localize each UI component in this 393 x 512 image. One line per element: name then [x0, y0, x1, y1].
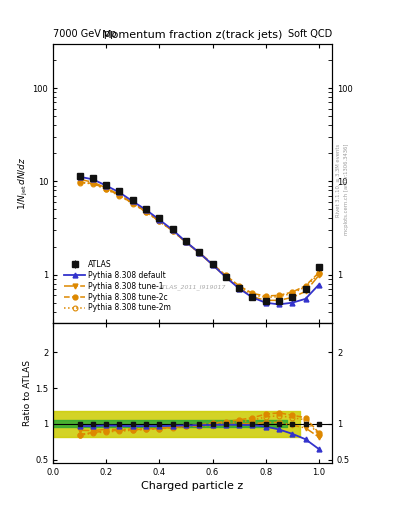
- X-axis label: Charged particle z: Charged particle z: [141, 481, 244, 492]
- Pythia 8.308 tune-2m: [290, 290, 295, 296]
- Pythia 8.308 tune-2c: [210, 261, 215, 267]
- Pythia 8.308 tune-1: [303, 288, 308, 294]
- Pythia 8.308 tune-2m: [250, 292, 255, 298]
- Pythia 8.308 tune-1: [130, 200, 135, 206]
- Pythia 8.308 tune-1: [224, 274, 228, 280]
- Pythia 8.308 default: [290, 300, 295, 306]
- Pythia 8.308 tune-1: [77, 176, 82, 182]
- Pythia 8.308 tune-2m: [130, 201, 135, 207]
- Line: Pythia 8.308 default: Pythia 8.308 default: [77, 174, 321, 307]
- Pythia 8.308 tune-2m: [144, 209, 149, 215]
- Pythia 8.308 tune-2c: [104, 186, 108, 192]
- Title: Momentum fraction z(track jets): Momentum fraction z(track jets): [103, 30, 283, 40]
- Pythia 8.308 tune-2m: [316, 271, 321, 277]
- Pythia 8.308 default: [237, 285, 241, 291]
- Pythia 8.308 tune-2c: [144, 209, 149, 215]
- Text: 7000 GeV pp: 7000 GeV pp: [53, 29, 117, 39]
- Line: Pythia 8.308 tune-1: Pythia 8.308 tune-1: [77, 177, 321, 303]
- Pythia 8.308 tune-2m: [277, 293, 281, 300]
- Pythia 8.308 tune-2m: [90, 181, 95, 187]
- Line: Pythia 8.308 tune-2m: Pythia 8.308 tune-2m: [77, 180, 321, 300]
- Pythia 8.308 tune-1: [237, 285, 241, 291]
- Legend: ATLAS, Pythia 8.308 default, Pythia 8.308 tune-1, Pythia 8.308 tune-2c, Pythia 8: ATLAS, Pythia 8.308 default, Pythia 8.30…: [62, 258, 173, 314]
- Pythia 8.308 tune-2c: [237, 283, 241, 289]
- Pythia 8.308 tune-2m: [210, 261, 215, 267]
- Pythia 8.308 tune-2c: [157, 218, 162, 224]
- Pythia 8.308 default: [197, 249, 202, 255]
- Pythia 8.308 tune-2c: [90, 180, 95, 186]
- Pythia 8.308 tune-2c: [197, 249, 202, 255]
- Pythia 8.308 tune-2c: [277, 292, 281, 298]
- Pythia 8.308 tune-1: [197, 250, 202, 256]
- Pythia 8.308 default: [144, 207, 149, 213]
- Pythia 8.308 tune-2c: [77, 179, 82, 185]
- Pythia 8.308 tune-2m: [224, 273, 228, 280]
- Pythia 8.308 tune-2c: [316, 270, 321, 276]
- Pythia 8.308 default: [303, 296, 308, 302]
- Pythia 8.308 tune-2m: [237, 284, 241, 290]
- Pythia 8.308 tune-2m: [303, 284, 308, 290]
- Pythia 8.308 tune-1: [157, 218, 162, 224]
- Pythia 8.308 default: [263, 300, 268, 306]
- Pythia 8.308 default: [157, 217, 162, 223]
- Pythia 8.308 tune-2c: [224, 272, 228, 279]
- Pythia 8.308 tune-2c: [250, 290, 255, 296]
- Pythia 8.308 tune-1: [277, 297, 281, 304]
- Pythia 8.308 default: [224, 274, 228, 280]
- Pythia 8.308 tune-1: [90, 179, 95, 185]
- Pythia 8.308 default: [316, 282, 321, 288]
- Pythia 8.308 default: [130, 198, 135, 204]
- Pythia 8.308 tune-2c: [263, 293, 268, 299]
- Pythia 8.308 tune-2m: [263, 294, 268, 301]
- Text: Soft QCD: Soft QCD: [288, 29, 332, 39]
- Pythia 8.308 tune-2m: [184, 239, 188, 245]
- Pythia 8.308 tune-1: [170, 228, 175, 234]
- Pythia 8.308 tune-2c: [290, 289, 295, 295]
- Pythia 8.308 default: [90, 176, 95, 182]
- Pythia 8.308 default: [117, 189, 122, 196]
- Pythia 8.308 tune-1: [144, 208, 149, 215]
- Pythia 8.308 default: [104, 183, 108, 189]
- Pythia 8.308 tune-2c: [303, 283, 308, 289]
- Pythia 8.308 tune-2c: [130, 200, 135, 206]
- Pythia 8.308 tune-2c: [170, 228, 175, 234]
- Pythia 8.308 default: [250, 294, 255, 301]
- Pythia 8.308 tune-2m: [117, 193, 122, 199]
- Pythia 8.308 tune-2m: [197, 250, 202, 256]
- Pythia 8.308 tune-2m: [77, 180, 82, 186]
- Pythia 8.308 tune-1: [117, 191, 122, 198]
- Text: Rivet 3.1.10, ≥ 3.3M events: Rivet 3.1.10, ≥ 3.3M events: [336, 143, 341, 217]
- Text: ATLAS_2011_I919017: ATLAS_2011_I919017: [159, 284, 226, 290]
- Pythia 8.308 tune-2m: [157, 218, 162, 224]
- Pythia 8.308 default: [170, 227, 175, 233]
- Y-axis label: Ratio to ATLAS: Ratio to ATLAS: [23, 360, 32, 426]
- Pythia 8.308 tune-2m: [104, 186, 108, 193]
- Pythia 8.308 default: [77, 174, 82, 180]
- Pythia 8.308 default: [277, 301, 281, 307]
- Pythia 8.308 tune-1: [290, 294, 295, 301]
- Pythia 8.308 tune-2m: [170, 228, 175, 234]
- Pythia 8.308 default: [210, 262, 215, 268]
- Text: mcplots.cern.ch [arXiv:1306.3436]: mcplots.cern.ch [arXiv:1306.3436]: [344, 143, 349, 235]
- Pythia 8.308 tune-2c: [117, 192, 122, 198]
- Pythia 8.308 tune-1: [250, 293, 255, 300]
- Pythia 8.308 tune-2c: [184, 239, 188, 245]
- Y-axis label: $1/N_{\mathsf{jet}}\,dN/dz$: $1/N_{\mathsf{jet}}\,dN/dz$: [17, 157, 29, 210]
- Pythia 8.308 tune-1: [316, 272, 321, 279]
- Pythia 8.308 tune-1: [263, 297, 268, 304]
- Pythia 8.308 tune-1: [210, 262, 215, 268]
- Pythia 8.308 tune-1: [184, 239, 188, 245]
- Line: Pythia 8.308 tune-2c: Pythia 8.308 tune-2c: [77, 180, 321, 298]
- Pythia 8.308 tune-1: [104, 185, 108, 191]
- Pythia 8.308 default: [184, 239, 188, 245]
